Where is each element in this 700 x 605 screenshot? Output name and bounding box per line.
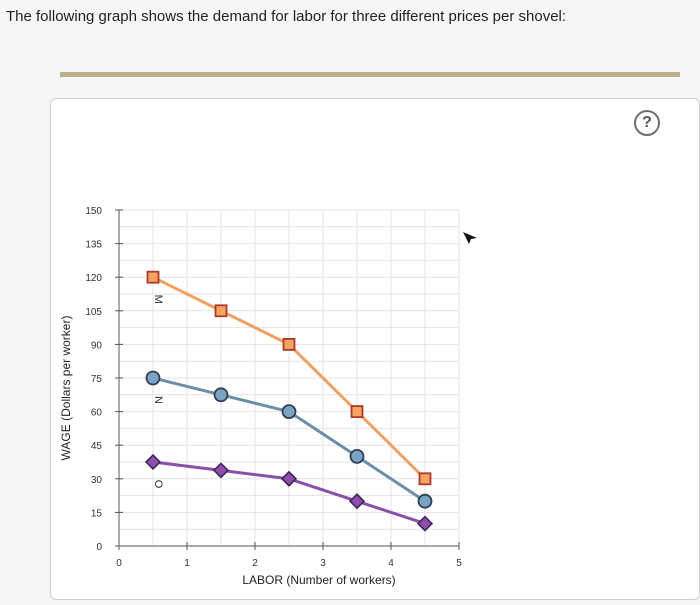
y-tick-label: 75: [91, 374, 103, 385]
x-tick-label: 4: [388, 558, 394, 569]
x-tick-label: 5: [456, 558, 462, 569]
point-high-1: [214, 304, 228, 318]
point-label-mid: N: [152, 396, 164, 404]
y-tick-label: 45: [91, 441, 103, 452]
point-label-low: O: [152, 480, 164, 489]
point-mid-4: [417, 493, 433, 509]
graph-panel: [50, 98, 700, 600]
y-tick-label: 60: [91, 408, 103, 419]
x-tick-label: 0: [116, 558, 122, 569]
y-tick-label: 105: [85, 307, 102, 318]
x-tick-label: 2: [252, 558, 258, 569]
chart-series: M N O: [144, 270, 434, 532]
divider: [60, 72, 680, 77]
y-axis-title: WAGE (Dollars per worker): [59, 316, 73, 461]
x-axis-title: LABOR (Number of workers): [242, 573, 395, 587]
point-low-4: [416, 515, 434, 532]
point-low-1: [212, 462, 230, 479]
x-tick-label: 3: [320, 558, 326, 569]
cursor-arrow-icon: [463, 232, 477, 244]
point-mid-1: [213, 387, 229, 403]
chart-grid: [118, 209, 460, 547]
y-tick-label: 150: [85, 206, 102, 217]
point-low-3: [348, 493, 366, 510]
y-tick-label: 120: [85, 273, 102, 284]
point-high-3: [350, 405, 364, 419]
point-high-4: [418, 472, 432, 486]
x-tick-label: 1: [184, 558, 190, 569]
y-tick-label: 135: [85, 240, 102, 251]
point-mid-3: [349, 448, 365, 464]
point-label-high: M: [152, 295, 164, 304]
point-mid-0: [145, 370, 161, 386]
point-low-0: [144, 453, 162, 471]
y-tick-label: 15: [91, 508, 103, 519]
y-tick-label: 90: [91, 340, 103, 351]
point-mid-2: [281, 404, 297, 420]
question-text: The following graph shows the demand for…: [6, 8, 567, 25]
point-high-2: [282, 337, 296, 351]
point-low-2: [280, 470, 298, 487]
y-tick-label: 0: [96, 542, 102, 553]
point-high-0: [146, 270, 160, 284]
help-button[interactable]: ?: [634, 110, 660, 136]
y-tick-label: 30: [91, 475, 103, 486]
